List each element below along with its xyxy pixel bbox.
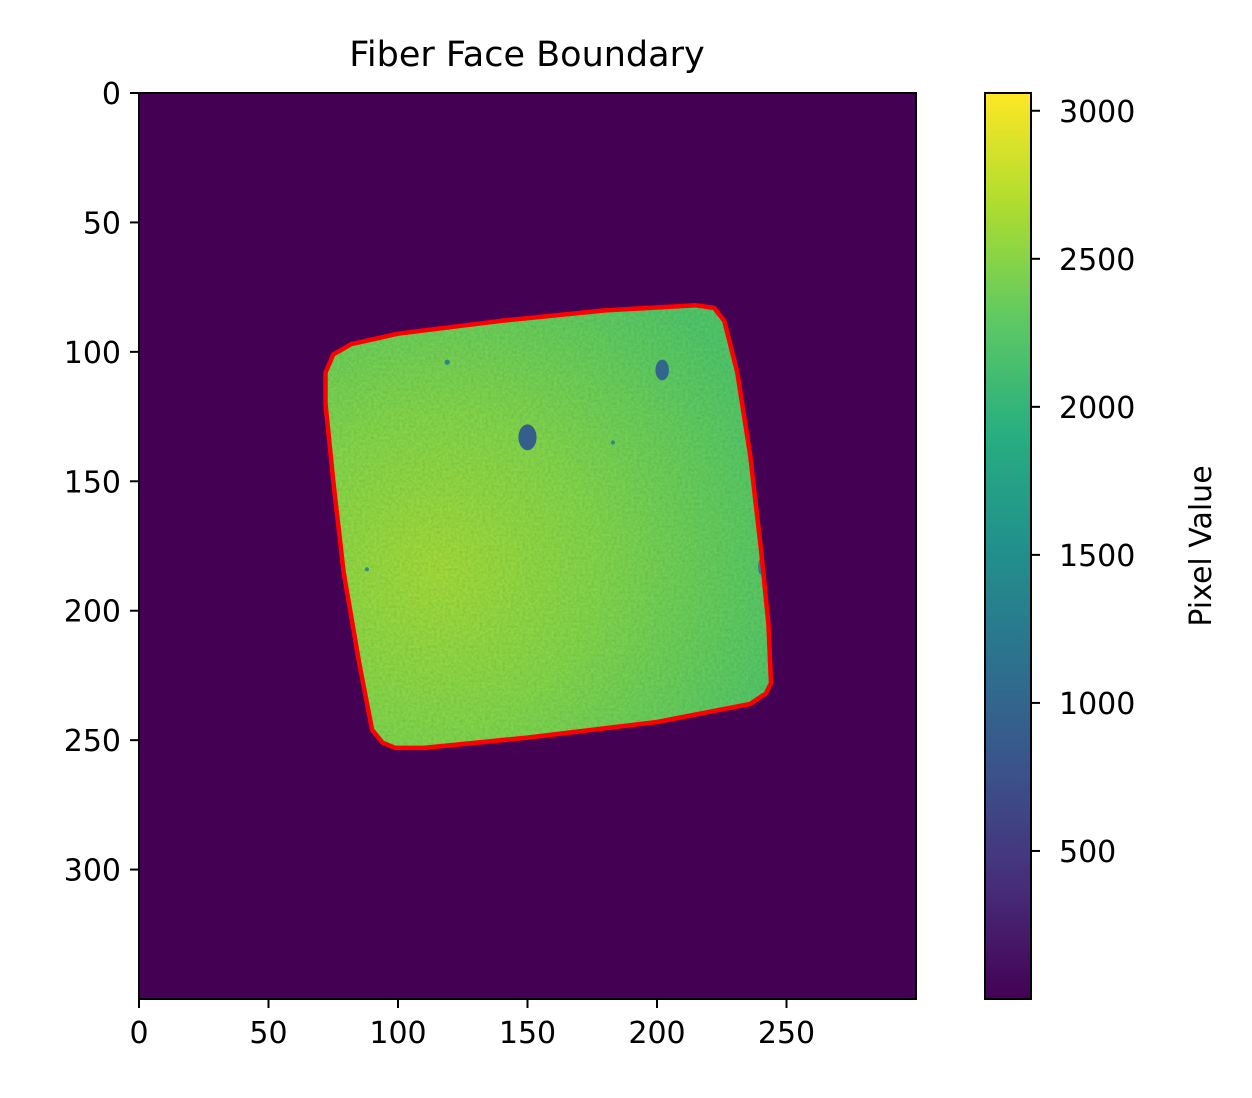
defect-spot — [444, 359, 450, 365]
defect-spot — [610, 440, 616, 445]
y-axis: 0 50 100 150 200 250 300 — [64, 77, 139, 889]
y-tick-label: 0 — [102, 77, 121, 112]
colorbar-label: Pixel Value — [1184, 465, 1219, 626]
x-tick-label: 100 — [369, 1016, 426, 1051]
x-axis: 0 50 100 150 200 250 — [129, 999, 815, 1051]
y-tick-label: 50 — [83, 206, 121, 241]
x-tick-label: 50 — [249, 1016, 287, 1051]
y-tick-label: 100 — [64, 336, 121, 371]
defect-spot — [518, 424, 537, 451]
colorbar-tick-label: 2500 — [1059, 243, 1135, 278]
x-tick-label: 150 — [499, 1016, 556, 1051]
y-tick-label: 150 — [64, 465, 121, 500]
x-tick-label: 0 — [129, 1016, 148, 1051]
colorbar-frame — [984, 92, 1032, 1000]
colorbar-gradient — [985, 93, 1031, 999]
colorbar: 500 1000 1500 2000 2500 3000 Pixel Value — [984, 92, 1219, 1000]
x-tick-label: 200 — [628, 1016, 685, 1051]
colorbar-tick-label: 2000 — [1059, 391, 1135, 426]
plot-area: 0 50 100 150 200 250 0 50 100 150 200 250 300 — [64, 77, 917, 1051]
chart-title: Fiber Face Boundary — [349, 35, 704, 75]
colorbar-tick-label: 3000 — [1059, 95, 1135, 130]
y-tick-label: 300 — [64, 854, 121, 889]
defect-spot — [655, 359, 669, 381]
y-tick-label: 250 — [64, 724, 121, 759]
fiber-face-boundary-line — [323, 303, 774, 751]
colorbar-tick-label: 1000 — [1059, 687, 1135, 722]
y-tick-label: 200 — [64, 595, 121, 630]
colorbar-tick-label: 500 — [1059, 835, 1116, 870]
colorbar-axis: 500 1000 1500 2000 2500 3000 — [1031, 95, 1135, 870]
fiber-face-region — [325, 305, 771, 748]
colorbar-tick-label: 1500 — [1059, 539, 1135, 574]
x-tick-label: 250 — [758, 1016, 815, 1051]
defect-spot — [364, 567, 369, 572]
